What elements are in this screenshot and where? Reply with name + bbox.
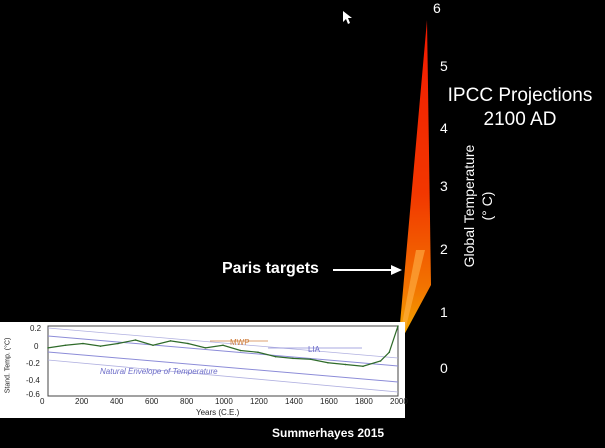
temperature-series-point <box>292 357 294 360</box>
mwp-label: MWP <box>230 338 250 347</box>
envelope-outer-lower-line <box>47 359 399 393</box>
axis-tick: 1 <box>440 304 448 320</box>
temperature-series-point <box>327 361 329 364</box>
envelope-lower-line <box>47 351 399 383</box>
natural-envelope-label: Natural Envelope of Temperature <box>100 367 218 376</box>
temperature-series-line <box>47 325 399 367</box>
ipcc-projections-label: IPCC Projections 2100 AD <box>432 84 605 132</box>
temperature-series-point <box>257 351 259 354</box>
global-temperature-axis-label: Global Temperature (° C) <box>461 144 495 268</box>
source-credit: Summerhayes 2015 <box>272 426 385 440</box>
axis-tick: 6 <box>433 0 441 16</box>
axis-tick: 5 <box>440 58 448 74</box>
inset-x-tick: 1600 <box>320 397 338 406</box>
temperature-series-point <box>379 360 382 362</box>
temperature-series-point <box>362 365 364 368</box>
inset-x-tick: 400 <box>110 397 124 406</box>
temperature-series-point <box>169 340 172 342</box>
temperature-series-point <box>344 363 347 366</box>
temperature-series-point <box>222 344 224 347</box>
inset-x-tick: 0 <box>40 397 45 406</box>
temperature-series-point <box>82 342 84 345</box>
mouse-cursor-icon <box>343 11 352 24</box>
temperature-series-point <box>239 349 242 352</box>
temperature-series-point <box>274 355 277 358</box>
ipcc-line1: IPCC Projections <box>447 85 593 106</box>
temperature-series-point <box>397 325 399 327</box>
inset-y-tick: 0.2 <box>30 324 42 333</box>
inset-y-axis-label: Stand. Temp. (°C) <box>4 337 12 394</box>
envelope-outer-upper-line <box>47 327 399 359</box>
temperature-series-point <box>309 358 312 361</box>
inset-y-tick: 0 <box>34 342 39 351</box>
ipcc-line2: 2100 AD <box>483 109 557 130</box>
inset-plot-svg <box>47 325 399 397</box>
temperature-series-point <box>204 347 207 349</box>
envelope-upper-line <box>47 335 399 367</box>
temperature-series-point <box>47 347 49 349</box>
temperature-series-point <box>99 345 102 347</box>
inset-x-tick: 200 <box>75 397 89 406</box>
inset-y-tick: -0.4 <box>26 376 40 385</box>
inset-temperature-chart: Stand. Temp. (°C) 0.2 0 -0.2 -0.4 -0.6 0… <box>0 322 408 418</box>
temperature-series-point <box>64 344 67 347</box>
lia-label: LIA <box>308 345 321 354</box>
inset-x-tick: 2000 <box>390 397 408 406</box>
axis-tick: 3 <box>440 178 448 194</box>
axis-tick: 2 <box>440 241 448 257</box>
temperature-series-point <box>134 339 137 341</box>
temperature-series-point <box>152 344 154 347</box>
inset-x-axis-label: Years (C.E.) <box>196 408 240 417</box>
inset-x-tick: 600 <box>145 397 159 406</box>
inset-y-tick: -0.2 <box>26 359 40 368</box>
inset-x-tick: 1000 <box>215 397 233 406</box>
inset-plot-frame <box>47 325 399 397</box>
inset-x-tick: 1200 <box>250 397 268 406</box>
inset-x-tick: 1800 <box>355 397 373 406</box>
inset-y-tick: -0.6 <box>26 390 40 399</box>
axis-tick: 0 <box>440 360 448 376</box>
temperature-series-point <box>187 342 189 345</box>
inset-x-tick: 800 <box>180 397 194 406</box>
temperature-series-point <box>117 342 119 345</box>
paris-targets-label: Paris targets <box>222 260 319 277</box>
temperature-series-point <box>388 351 391 354</box>
inset-x-tick: 1400 <box>285 397 303 406</box>
axis-tick: 4 <box>440 120 448 136</box>
arrow-right-icon <box>333 265 402 275</box>
